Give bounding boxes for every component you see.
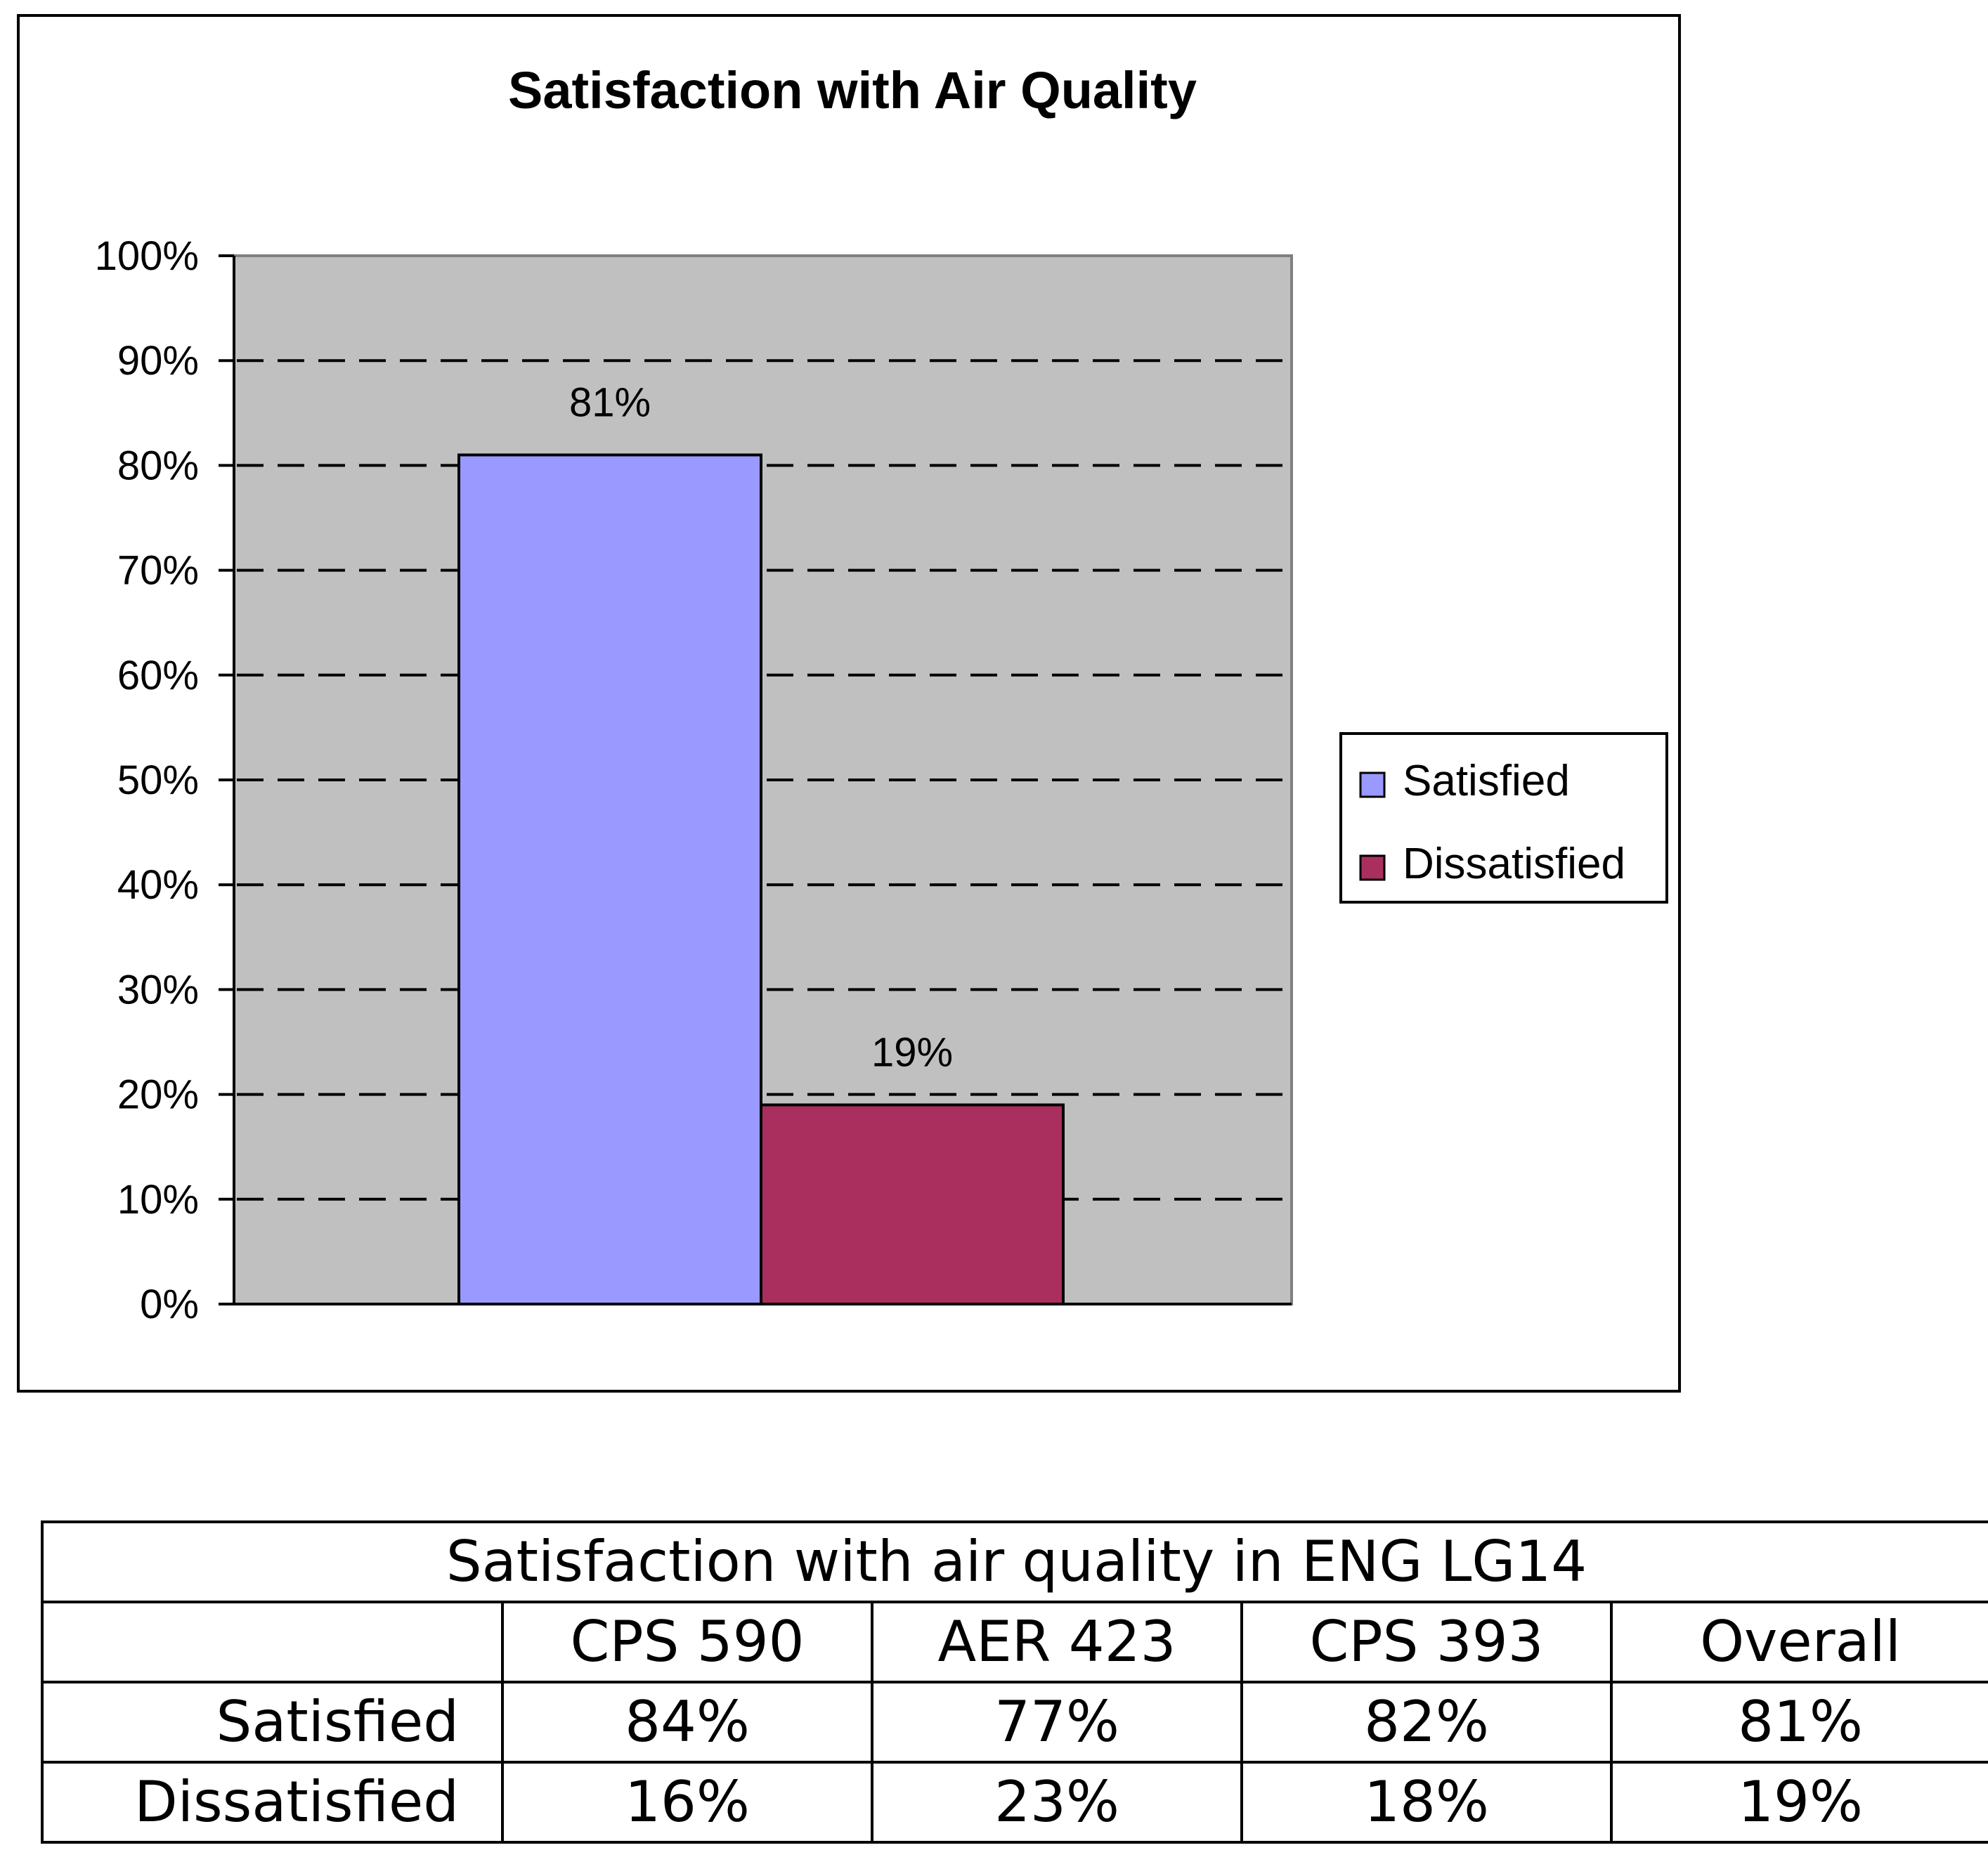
y-tick-label: 10%	[117, 1177, 199, 1223]
chart-panel: Satisfaction with Air Quality 0% 10% 20% 30…	[17, 14, 1681, 1393]
table-header-cell: Overall	[1609, 1601, 1988, 1683]
table-caption-row: Satisfaction with air quality in ENG LG1…	[40, 1520, 1988, 1603]
bar-chart: Satisfaction with Air Quality 0% 10% 20% 30…	[95, 61, 1668, 1327]
table-caption: Satisfaction with air quality in ENG LG1…	[40, 1520, 1988, 1603]
table-cell: 19%	[1609, 1761, 1988, 1844]
legend: Satisfied Dissatisfied	[1339, 732, 1668, 904]
legend-label: Satisfied	[1403, 757, 1570, 805]
legend-swatch	[1359, 771, 1386, 798]
table-row: Satisfied 84% 77% 82% 81%	[41, 1681, 1988, 1764]
legend-box	[1339, 732, 1668, 904]
y-tick-label: 80%	[117, 443, 199, 488]
table-cell: 23%	[871, 1761, 1243, 1844]
y-tick-label: 50%	[117, 757, 199, 803]
table-header-cell: CPS 590	[501, 1601, 873, 1683]
y-tick-label: 40%	[117, 862, 199, 908]
table-cell: 82%	[1240, 1681, 1613, 1764]
y-tick-label: 20%	[117, 1072, 199, 1118]
table-cell: 16%	[501, 1761, 873, 1844]
legend-swatch	[1359, 854, 1386, 881]
summary-table: Satisfaction with air quality in ENG LG1…	[40, 1520, 1988, 1844]
y-tick-label: 90%	[117, 338, 199, 384]
table-header-cell: CPS 393	[1240, 1601, 1613, 1683]
y-tick-label: 0%	[140, 1282, 199, 1327]
table-cell: 18%	[1240, 1761, 1613, 1844]
bar-dissatisfied	[760, 1103, 1065, 1306]
table-cell: 84%	[501, 1681, 873, 1764]
y-tick-label: 100%	[95, 233, 199, 279]
plot-area: 0% 10% 20% 30% 40% 50% 60% 70% 80% 90% 100% 81% 19%	[95, 233, 1293, 1327]
table-header-cell: AER 423	[871, 1601, 1243, 1683]
data-label: 81%	[569, 379, 651, 425]
y-tick-label: 60%	[117, 653, 199, 698]
table-cell: 81%	[1609, 1681, 1988, 1764]
legend-label: Dissatisfied	[1403, 840, 1625, 888]
data-label: 19%	[871, 1030, 953, 1076]
y-tick-label: 30%	[117, 967, 199, 1012]
table-header-cell	[41, 1601, 504, 1683]
table-cell: 77%	[871, 1681, 1243, 1764]
bar-satisfied	[457, 453, 762, 1305]
table-row-label: Dissatisfied	[41, 1761, 504, 1844]
chart-title: Satisfaction with Air Quality	[508, 61, 1197, 119]
table-row: Dissatisfied 16% 23% 18% 19%	[41, 1761, 1988, 1844]
table-row-label: Satisfied	[41, 1681, 504, 1764]
table-header-row: CPS 590 AER 423 CPS 393 Overall	[41, 1601, 1988, 1683]
y-tick-label: 70%	[117, 548, 199, 594]
